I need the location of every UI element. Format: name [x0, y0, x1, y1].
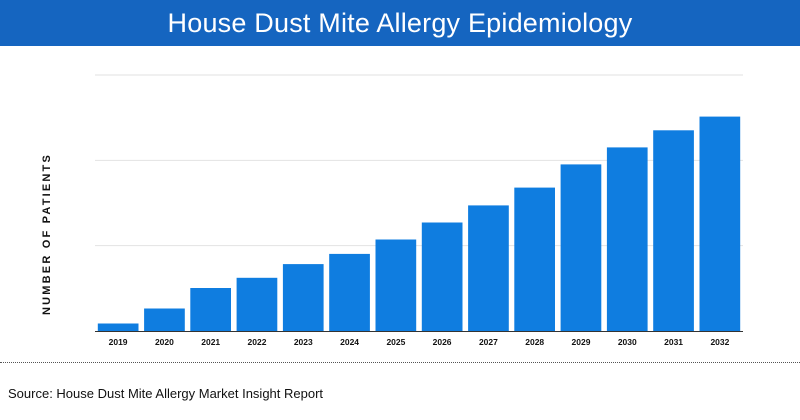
- x-tick-label: 2027: [479, 337, 498, 347]
- bar-2032: [699, 116, 741, 331]
- x-tick-label: 2024: [340, 337, 359, 347]
- bar-2020: [144, 308, 185, 331]
- x-tick-label: 2020: [155, 337, 174, 347]
- source-note: Source: House Dust Mite Allergy Market I…: [8, 386, 324, 401]
- bar-chart: 2019 2020 2021 2022 2023 2024 2025 2026 2027 2028…: [0, 46, 800, 360]
- x-tick-label: 2032: [710, 337, 729, 347]
- bar-2021: [190, 288, 231, 331]
- bar-2030: [606, 147, 648, 331]
- bar-2023: [282, 264, 324, 331]
- bar-2027: [468, 205, 509, 331]
- x-tick-label: 2025: [386, 337, 405, 347]
- x-tick-label: 2029: [572, 337, 591, 347]
- x-tick-label: 2021: [201, 337, 220, 347]
- footer-divider: [0, 362, 800, 363]
- bar-2024: [329, 253, 370, 331]
- bar-2031: [653, 130, 694, 331]
- page-title: House Dust Mite Allergy Epidemiology: [167, 7, 633, 38]
- bar-2022: [236, 277, 278, 331]
- bar-2026: [421, 222, 463, 331]
- x-tick-label: 2026: [433, 337, 452, 347]
- x-tick-label: 2030: [618, 337, 637, 347]
- bar-2028: [514, 187, 555, 331]
- x-tick-label: 2031: [664, 337, 683, 347]
- bar-2025: [375, 239, 417, 331]
- x-tick-label: 2022: [248, 337, 267, 347]
- header-banner: House Dust Mite Allergy Epidemiology: [0, 0, 800, 46]
- chart-svg: 2019 2020 2021 2022 2023 2024 2025 2026 2027 2028…: [95, 74, 743, 347]
- y-axis-label: NUMBER OF PATIENTS: [41, 152, 53, 316]
- x-tick-label: 2019: [109, 337, 128, 347]
- x-tick-label: 2028: [525, 337, 544, 347]
- bar-2019: [97, 323, 139, 331]
- bar-2029: [560, 164, 602, 331]
- x-tick-label: 2023: [294, 337, 313, 347]
